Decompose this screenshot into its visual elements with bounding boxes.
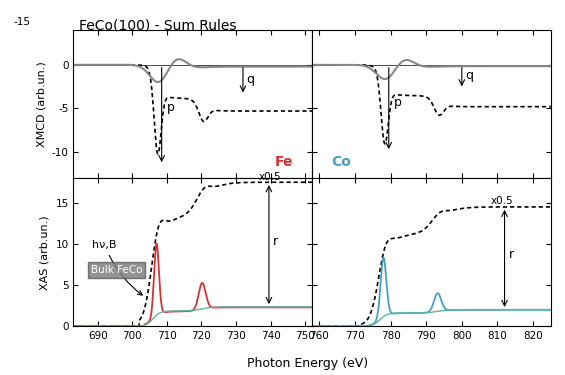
Y-axis label: XMCD (arb.un.): XMCD (arb.un.) [36,61,46,147]
Text: hν,B: hν,B [93,240,142,295]
Text: -15: -15 [14,17,31,27]
Text: r: r [273,235,278,248]
Y-axis label: XAS (arb.un.): XAS (arb.un.) [40,215,50,290]
Text: x0.5: x0.5 [259,172,281,182]
Text: x0.5: x0.5 [490,196,513,207]
Text: Fe: Fe [274,155,293,169]
Text: p: p [394,96,402,109]
Text: q: q [246,73,254,86]
Text: Photon Energy (eV): Photon Energy (eV) [247,357,368,370]
Text: FeCo(100) - Sum Rules: FeCo(100) - Sum Rules [80,19,237,33]
Text: Co: Co [331,155,351,169]
Text: q: q [466,69,473,82]
Text: Bulk FeCo: Bulk FeCo [91,265,142,275]
Text: p: p [167,100,175,114]
Text: r: r [509,248,514,261]
